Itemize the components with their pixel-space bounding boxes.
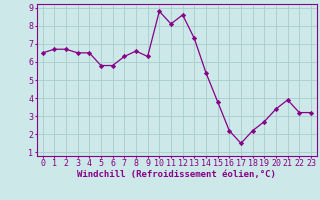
X-axis label: Windchill (Refroidissement éolien,°C): Windchill (Refroidissement éolien,°C) [77,170,276,179]
